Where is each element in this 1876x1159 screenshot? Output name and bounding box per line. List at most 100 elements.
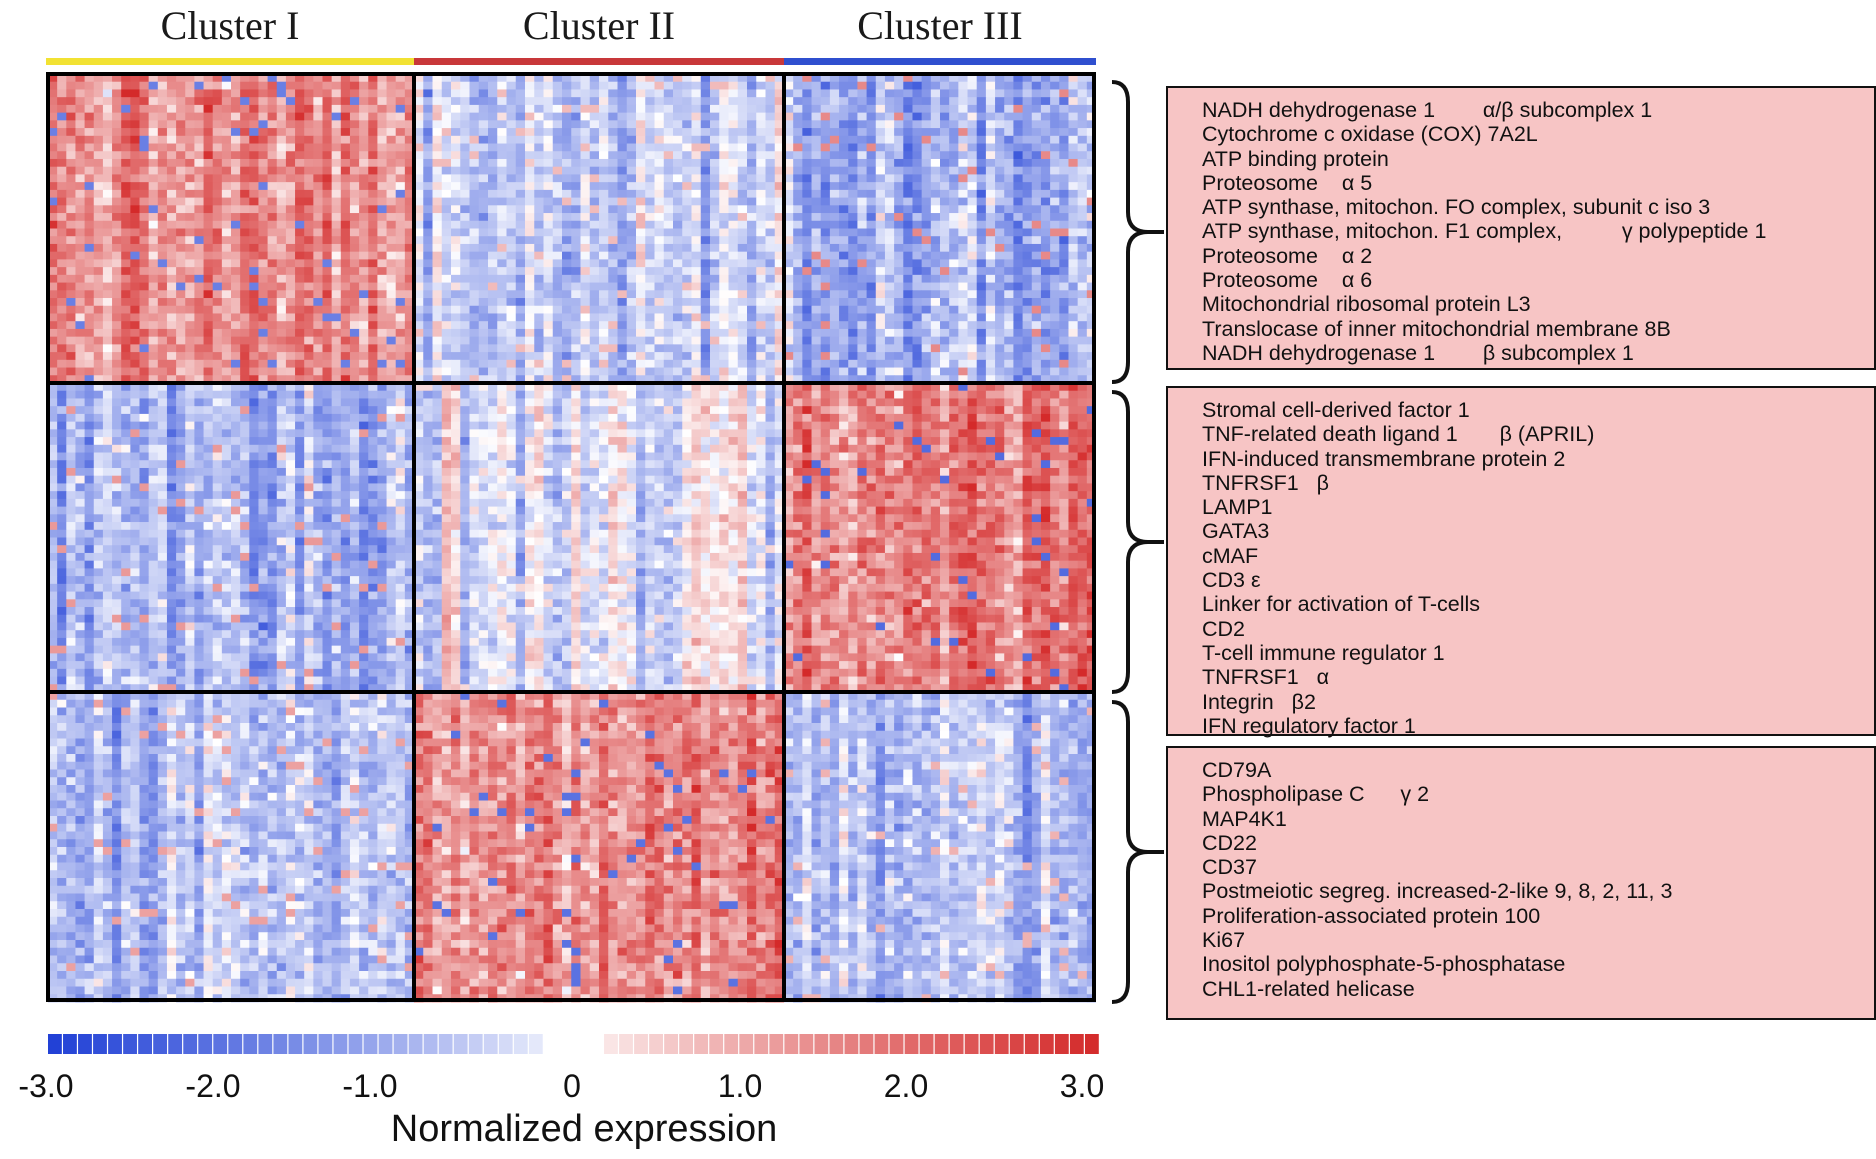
heatmap-cell	[231, 197, 241, 206]
heatmap-cell	[608, 305, 618, 314]
heatmap-cell	[534, 189, 544, 199]
heatmap-cell	[331, 213, 342, 222]
heatmap-cell	[811, 298, 822, 307]
heatmap-cell	[368, 81, 378, 90]
heatmap-cell	[543, 336, 554, 345]
heatmap-cell	[866, 81, 877, 90]
heatmap-cell	[673, 135, 683, 144]
heatmap-cell	[340, 174, 351, 183]
heatmap-cell	[276, 128, 287, 137]
heatmap-cell	[176, 390, 186, 399]
heatmap-cell	[340, 421, 351, 430]
heatmap-cell	[700, 367, 711, 376]
heatmap-cell	[884, 220, 895, 229]
heatmap-cell	[322, 205, 333, 214]
heatmap-cell	[1013, 120, 1023, 129]
heatmap-cell	[240, 197, 250, 206]
heatmap-cell	[848, 274, 858, 283]
heatmap-cell	[57, 398, 67, 407]
heatmap-cell	[157, 290, 168, 299]
heatmap-cell	[1059, 205, 1069, 214]
heatmap-cell	[663, 112, 674, 121]
heatmap-cell	[691, 375, 702, 384]
heatmap-cell	[626, 151, 637, 160]
heatmap-cell	[404, 390, 415, 399]
heatmap-cell	[985, 182, 996, 191]
heatmap-cell	[212, 151, 223, 160]
heatmap-cell	[331, 197, 342, 206]
heatmap-cell	[654, 182, 665, 191]
heatmap-cell	[894, 359, 904, 368]
heatmap-cell	[949, 313, 959, 322]
heatmap-cell	[75, 81, 85, 90]
heatmap-cell	[562, 243, 572, 253]
heatmap-cell	[1040, 166, 1051, 175]
heatmap-cell	[377, 197, 387, 206]
heatmap-cell	[212, 359, 223, 368]
heatmap-cell	[552, 158, 563, 168]
heatmap-cell	[488, 259, 498, 268]
heatmap-cell	[930, 321, 941, 330]
heatmap-cell	[811, 305, 822, 314]
heatmap-cell	[148, 205, 159, 214]
heatmap-cell	[506, 243, 517, 253]
heatmap-cell	[432, 182, 443, 191]
heatmap-cell	[368, 321, 378, 330]
heatmap-cell	[793, 135, 803, 144]
heatmap-cell	[304, 406, 314, 415]
heatmap-cell	[139, 205, 150, 214]
heatmap-cell	[921, 282, 932, 291]
heatmap-cell	[203, 274, 214, 283]
heatmap-cell	[599, 104, 609, 114]
heatmap-cell	[295, 112, 305, 121]
heatmap-cell	[249, 344, 259, 353]
heatmap-cell	[802, 336, 812, 345]
heatmap-cell	[57, 259, 67, 268]
heatmap-cell	[148, 251, 159, 260]
heatmap-cell	[654, 313, 665, 322]
heatmap-cell	[497, 158, 507, 168]
heatmap-cell	[176, 135, 186, 144]
heatmap-cell	[894, 251, 904, 260]
heatmap-cell	[1059, 197, 1069, 206]
heatmap-cell	[249, 336, 259, 345]
heatmap-cell	[313, 112, 323, 121]
heatmap-cell	[515, 313, 526, 322]
heatmap-cell	[506, 274, 517, 283]
heatmap-cell	[258, 151, 268, 160]
heatmap-cell	[285, 243, 296, 253]
heatmap-cell	[368, 228, 378, 237]
heatmap-cell	[700, 120, 711, 129]
heatmap-cell	[194, 437, 204, 446]
heatmap-cell	[203, 452, 214, 461]
heatmap-cell	[267, 298, 278, 307]
heatmap-cell	[93, 352, 104, 361]
heatmap-cell	[386, 151, 397, 160]
heatmap-cell	[212, 97, 223, 106]
heatmap-cell	[525, 298, 535, 307]
heatmap-cell	[148, 89, 159, 98]
heatmap-cell	[820, 104, 831, 114]
heatmap-cell	[608, 128, 618, 137]
heatmap-cell	[663, 174, 674, 183]
heatmap-cell	[673, 151, 683, 160]
heatmap-cell	[313, 97, 323, 106]
heatmap-cell	[921, 189, 932, 199]
heatmap-cell	[820, 375, 831, 384]
heatmap-cell	[700, 259, 711, 268]
heatmap-cell	[571, 81, 581, 90]
heatmap-cell	[267, 104, 278, 114]
heatmap-cell	[1040, 143, 1051, 152]
heatmap-cell	[626, 313, 637, 322]
heatmap-cell	[469, 352, 480, 361]
heatmap-cell	[857, 128, 867, 137]
heatmap-cell	[57, 321, 67, 330]
heatmap-cell	[451, 205, 461, 214]
heatmap-cell	[1031, 104, 1042, 114]
heatmap-cell	[747, 290, 757, 299]
heatmap-cell	[368, 359, 378, 368]
heatmap-cell	[930, 213, 941, 222]
heatmap-cell	[1013, 228, 1023, 237]
heatmap-cell	[1013, 205, 1023, 214]
heatmap-cell	[985, 143, 996, 152]
